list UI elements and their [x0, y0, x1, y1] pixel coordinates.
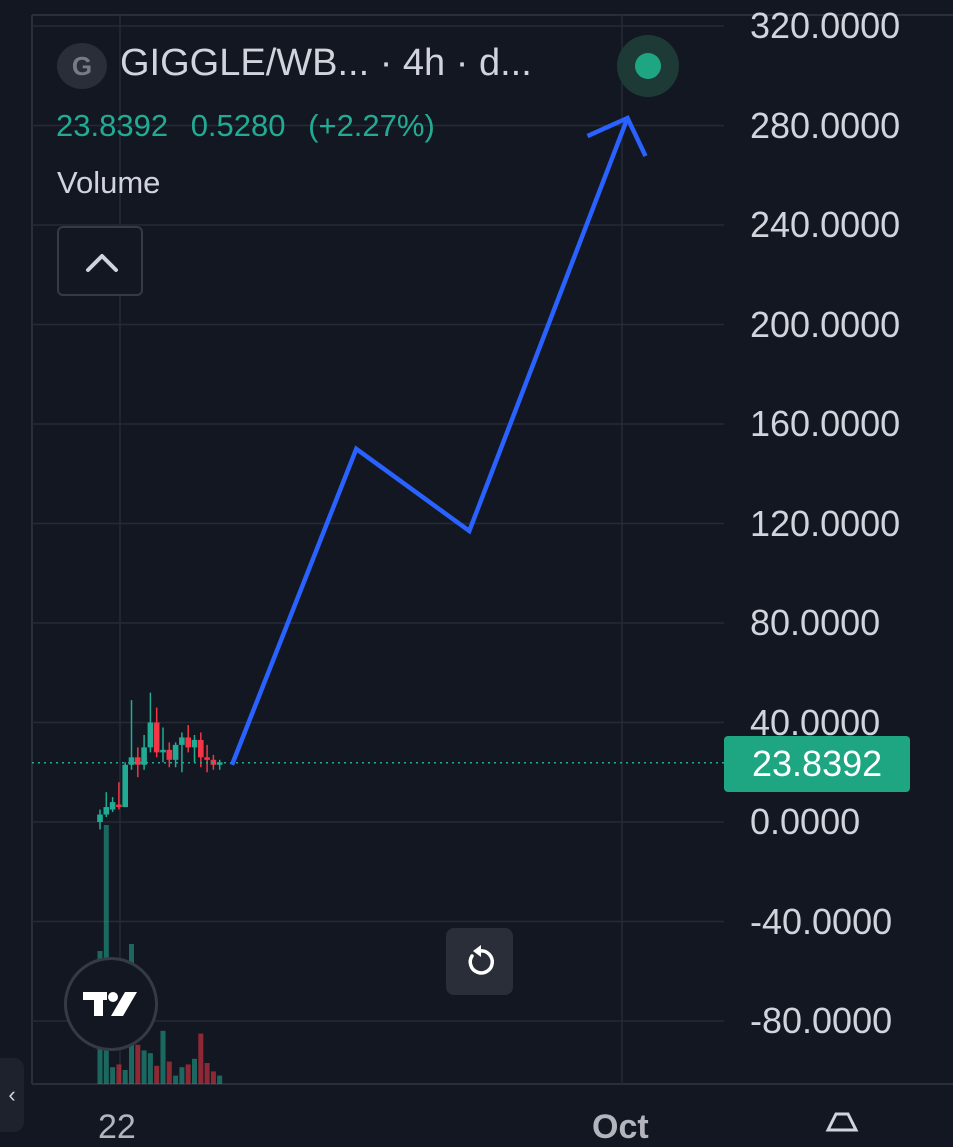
candle-body: [116, 804, 122, 808]
volume-bar: [210, 1071, 216, 1084]
volume-bar: [116, 1064, 122, 1084]
candle-body: [122, 764, 128, 808]
candle-body: [179, 737, 185, 745]
volume-bar: [166, 1061, 172, 1084]
candle-body: [128, 757, 135, 765]
candle-body: [216, 762, 223, 765]
projection-drawing: [229, 115, 648, 766]
collapse-legend-button[interactable]: [57, 226, 143, 296]
candle-body: [97, 814, 103, 822]
candle-body: [103, 807, 110, 815]
candle-body: [153, 722, 160, 753]
volume-bar: [110, 1067, 116, 1084]
volume-bar: [179, 1067, 185, 1084]
volume-bar: [147, 1053, 153, 1084]
volume-bar: [141, 1050, 147, 1084]
reset-chart-button[interactable]: [446, 928, 513, 995]
candle-body: [166, 749, 173, 760]
price-summary: 23.8392 0.5280 (+2.27%): [56, 108, 449, 144]
settings-icon[interactable]: [820, 1108, 864, 1132]
price-axis-label: 280.0000: [750, 104, 901, 146]
volume-bar: [204, 1063, 210, 1084]
tradingview-logo-icon[interactable]: [64, 957, 158, 1051]
chevron-left-icon: ‹: [8, 1082, 16, 1107]
current-price-tag: 23.8392: [724, 736, 910, 792]
candle-body: [185, 737, 191, 748]
volume-bar: [217, 1075, 223, 1084]
candle-body: [141, 747, 147, 765]
volume-bar: [154, 1065, 160, 1084]
price-axis-label: 200.0000: [750, 303, 901, 345]
live-status-dot-icon: [617, 35, 679, 97]
projection-arrowhead: [586, 115, 648, 158]
price-axis-label: 40.0000: [750, 701, 881, 743]
candle-body: [191, 739, 198, 748]
volume-bar: [103, 825, 109, 1084]
symbol-title[interactable]: GIGGLE/WB... · 4h · d...: [120, 42, 532, 84]
price-axis-label: 80.0000: [750, 602, 881, 643]
time-axis-label: 22: [98, 1108, 136, 1146]
price-axis-label: 0.0000: [750, 801, 861, 842]
candle-body: [198, 739, 204, 758]
symbol-logo[interactable]: G: [57, 43, 107, 89]
volume-bar: [160, 1030, 166, 1084]
projection-line: [229, 117, 630, 766]
volume-bar: [122, 1070, 128, 1084]
candle-body: [147, 722, 154, 748]
volume-bar: [198, 1033, 204, 1084]
price-axis-label: 320.0000: [750, 5, 901, 46]
price-change: 0.5280: [190, 108, 286, 143]
volume-bar: [173, 1075, 179, 1084]
chevron-up-icon: [86, 254, 118, 272]
candle-body: [109, 802, 116, 810]
candle-body: [160, 749, 166, 753]
price-change-percent: (+2.27%): [308, 108, 435, 143]
price-axis-label: 120.0000: [750, 502, 901, 544]
reset-icon: [468, 945, 495, 975]
price-axis-label: -80.0000: [750, 1000, 893, 1041]
side-panel-toggle[interactable]: ‹: [0, 1058, 24, 1132]
volume-bar: [135, 1044, 141, 1084]
volume-bar: [185, 1064, 191, 1084]
candle-body: [172, 744, 179, 760]
candlesticks: [97, 692, 223, 830]
candle-body: [204, 757, 210, 760]
time-axis-label: Oct: [592, 1108, 649, 1146]
price-axis-label: 160.0000: [750, 403, 901, 444]
last-price: 23.8392: [56, 108, 169, 143]
volume-indicator-label[interactable]: Volume: [57, 165, 161, 200]
candle-body: [135, 757, 141, 765]
chart-grid: [31, 14, 953, 1085]
volume-bar: [192, 1058, 197, 1084]
price-axis-label: -40.0000: [750, 900, 893, 942]
price-axis-label: 240.0000: [750, 204, 901, 245]
